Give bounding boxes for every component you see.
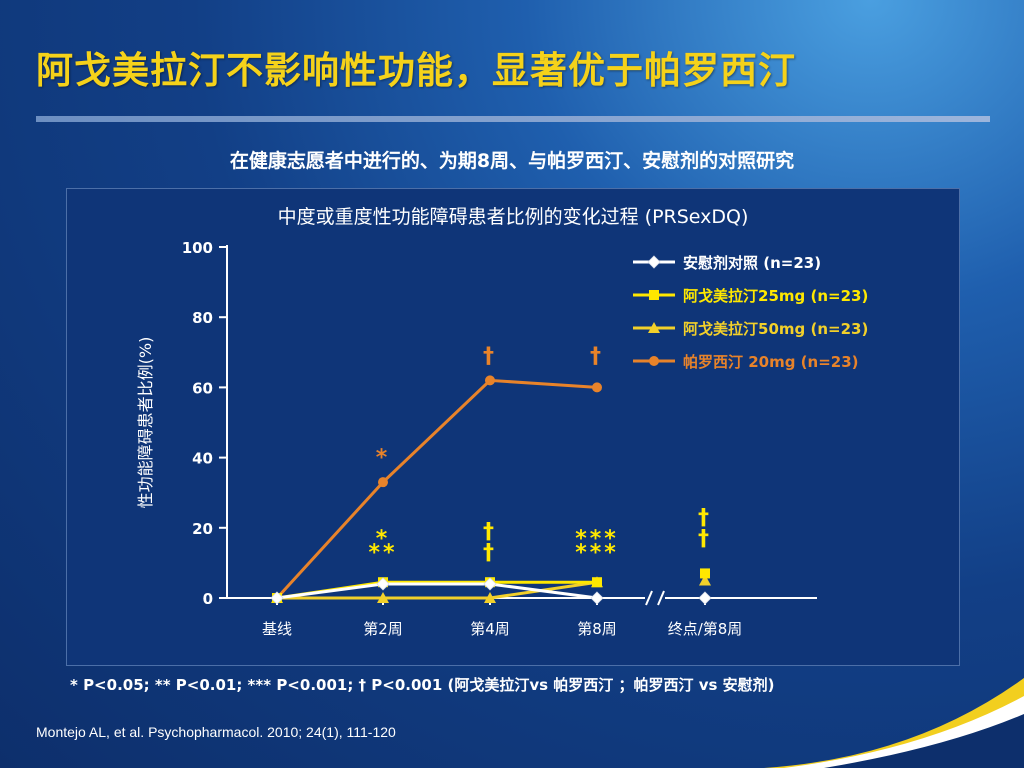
data-point (699, 574, 711, 586)
data-point (378, 477, 388, 488)
significance-marker: † (483, 344, 497, 369)
legend-swatch-marker (649, 290, 659, 300)
legend-swatch-marker (647, 255, 661, 269)
data-point (483, 577, 497, 591)
chart-panel: 性功能障碍患者比例(%) 0 20 40 60 80 100 基线 第2周 第4周 第8周 终点/第8… (66, 188, 960, 666)
title-divider (36, 116, 990, 122)
citation-reference: Montejo AL, et al. Psychopharmacol. 2010… (36, 724, 396, 740)
y-tick-label: 100 (182, 239, 213, 257)
data-point (376, 577, 390, 591)
significance-marker: † (483, 519, 497, 544)
chart-annotations: *† †***††******†† (368, 344, 712, 566)
x-tick-label: 第2周 (363, 620, 403, 638)
chart-legend: 安慰剂对照 (n=23) 阿戈美拉汀25mg (n=23) 阿戈美拉汀50mg (n… (633, 254, 868, 371)
significance-marker: † (698, 526, 712, 551)
x-tick-label: 第8周 (577, 620, 617, 638)
data-point (590, 591, 604, 605)
series-4 (272, 375, 602, 603)
legend-item: 安慰剂对照 (n=23) (633, 254, 821, 272)
legend-swatch-marker (649, 356, 659, 366)
significance-marker: † (590, 344, 604, 369)
significance-marker: * (376, 446, 391, 471)
significance-marker: ** (368, 540, 397, 565)
significance-marker: † (698, 505, 712, 530)
y-tick-label: 20 (192, 520, 213, 538)
y-tick-label: 0 (203, 590, 213, 608)
y-tick-label: 80 (192, 309, 213, 327)
legend-label: 阿戈美拉汀25mg (n=23) (683, 287, 868, 305)
data-point (377, 592, 389, 603)
y-tick-label: 40 (192, 450, 213, 468)
legend-label: 帕罗西汀 20mg (n=23) (683, 353, 859, 371)
slide-subtitle: 在健康志愿者中进行的、为期8周、与帕罗西汀、安慰剂的对照研究 (229, 150, 795, 172)
series-line (276, 582, 598, 600)
significance-footnote: * P<0.05; ** P<0.01; *** P<0.001; † P<0.… (70, 676, 775, 694)
line-chart: 性功能障碍患者比例(%) 0 20 40 60 80 100 基线 第2周 第4周 第8周 终点/第8… (136, 206, 868, 638)
data-point (698, 591, 712, 605)
axis-break-mark (657, 590, 665, 606)
y-axis-label: 性功能障碍患者比例(%) (136, 337, 155, 509)
data-point (270, 591, 284, 605)
data-point (484, 592, 496, 603)
legend-item: 阿戈美拉汀25mg (n=23) (633, 287, 868, 305)
x-tick-label: 基线 (262, 620, 292, 638)
significance-marker: *** (575, 526, 619, 551)
data-point (485, 375, 495, 386)
y-tick-label: 60 (192, 379, 213, 397)
legend-label: 阿戈美拉汀50mg (n=23) (683, 320, 868, 338)
series-line (275, 378, 598, 600)
data-point (592, 382, 602, 393)
slide-title: 阿戈美拉汀不影响性功能，显著优于帕罗西汀 (36, 49, 796, 92)
series-1 (270, 577, 712, 605)
chart-axes: 性功能障碍患者比例(%) 0 20 40 60 80 100 基线 第2周 第4周 第8周 终点/第8… (136, 239, 817, 638)
legend-label: 安慰剂对照 (n=23) (683, 254, 821, 272)
significance-marker: *** (575, 540, 619, 565)
data-point (700, 568, 710, 579)
x-tick-label: 终点/第8周 (668, 620, 743, 638)
axis-break-mark (645, 590, 653, 606)
chart-series (270, 375, 712, 605)
significance-marker: † (483, 540, 497, 565)
chart-title: 中度或重度性功能障碍患者比例的变化过程 (PRSexDQ) (278, 206, 749, 228)
data-point (592, 577, 602, 588)
legend-item: 阿戈美拉汀50mg (n=23) (633, 320, 868, 338)
significance-marker: * (376, 526, 391, 551)
legend-swatch-marker (648, 322, 660, 333)
legend-item: 帕罗西汀 20mg (n=23) (633, 353, 859, 371)
decorative-swoosh (764, 678, 1024, 768)
x-tick-label: 第4周 (470, 620, 510, 638)
